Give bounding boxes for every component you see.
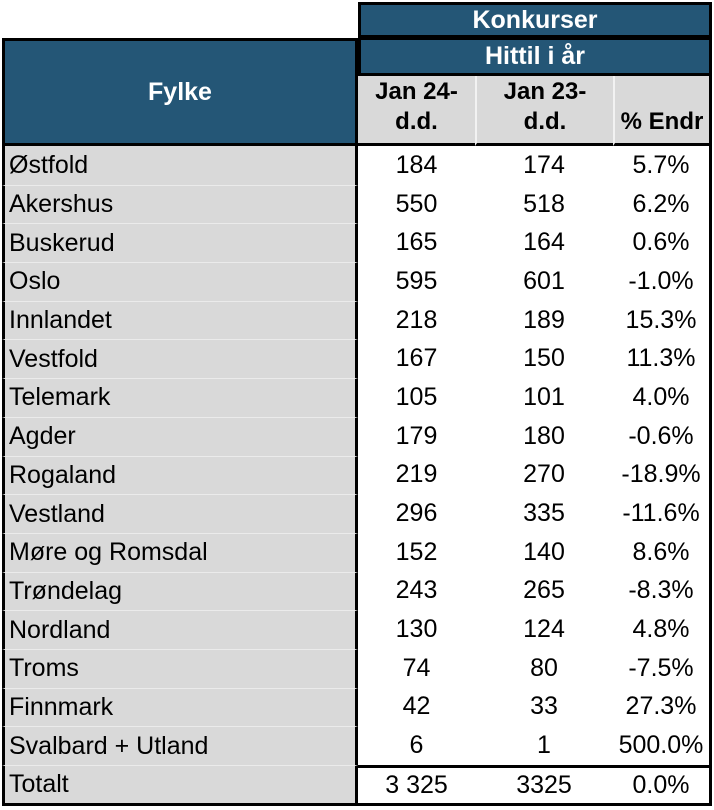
county-name: Akershus (2, 184, 358, 224)
jan23-value: 189 (475, 300, 613, 340)
total-pct-change-value: 0.0% (613, 765, 712, 806)
jan23-value: 270 (475, 455, 613, 495)
pct-change-value: 6.2% (613, 184, 712, 224)
pct-change-value: -11.6% (613, 494, 712, 533)
county-name: Buskerud (2, 223, 358, 263)
county-name: Rogaland (2, 455, 358, 495)
county-name: Vestland (2, 494, 358, 533)
jan24-value: 243 (358, 571, 475, 611)
county-name: Innlandet (2, 300, 358, 340)
pct-change-value: -1.0% (613, 262, 712, 301)
jan24-value: 595 (358, 262, 475, 301)
jan24-value: 218 (358, 300, 475, 340)
jan23-value: 174 (475, 146, 613, 185)
pct-change-value: -18.9% (613, 455, 712, 495)
county-name: Finnmark (2, 687, 358, 727)
jan23-value: 265 (475, 571, 613, 611)
county-name: Oslo (2, 262, 358, 301)
county-name: Vestfold (2, 339, 358, 379)
county-name: Svalbard + Utland (2, 726, 358, 765)
jan23-value: 518 (475, 184, 613, 224)
pct-change-value: 4.8% (613, 610, 712, 649)
column-header-fylke: Fylke (2, 38, 358, 146)
jan23-value: 150 (475, 339, 613, 379)
table-subtitle: Hittil i år (358, 38, 712, 76)
jan24-value: 42 (358, 687, 475, 727)
jan23-value: 164 (475, 223, 613, 263)
jan24-value: 105 (358, 378, 475, 417)
county-name: Nordland (2, 610, 358, 649)
jan24-value: 219 (358, 455, 475, 495)
jan23-value: 80 (475, 648, 613, 688)
jan24-value: 130 (358, 610, 475, 649)
pct-change-value: 0.6% (613, 223, 712, 263)
jan23-value: 124 (475, 610, 613, 649)
county-name: Troms (2, 648, 358, 688)
jan23-value: 101 (475, 378, 613, 417)
jan24-value: 296 (358, 494, 475, 533)
total-label: Totalt (2, 765, 358, 806)
pct-change-value: 500.0% (613, 726, 712, 765)
pct-change-value: -0.6% (613, 416, 712, 456)
pct-change-value: 27.3% (613, 687, 712, 727)
jan24-value: 152 (358, 532, 475, 572)
jan24-value: 6 (358, 726, 475, 765)
table-title: Konkurser (358, 2, 712, 38)
jan24-value: 184 (358, 146, 475, 185)
county-name: Trøndelag (2, 571, 358, 611)
total-jan24-value: 3 325 (358, 765, 475, 806)
column-header-jan23: Jan 23- d.d. (475, 76, 613, 146)
pct-change-value: 15.3% (613, 300, 712, 340)
empty-corner-cell (2, 2, 358, 38)
jan23-value: 1 (475, 726, 613, 765)
column-header-jan24: Jan 24- d.d. (358, 76, 475, 146)
jan24-value: 167 (358, 339, 475, 379)
county-name: Telemark (2, 378, 358, 417)
pct-change-value: 11.3% (613, 339, 712, 379)
pct-change-value: -8.3% (613, 571, 712, 611)
jan24-value: 74 (358, 648, 475, 688)
county-name: Møre og Romsdal (2, 532, 358, 572)
county-name: Østfold (2, 146, 358, 185)
pct-change-value: -7.5% (613, 648, 712, 688)
jan24-value: 179 (358, 416, 475, 456)
column-header-pct-endr: % Endr (613, 76, 712, 146)
jan23-value: 335 (475, 494, 613, 533)
jan23-value: 33 (475, 687, 613, 727)
jan23-value: 601 (475, 262, 613, 301)
jan24-value: 550 (358, 184, 475, 224)
pct-change-value: 8.6% (613, 532, 712, 572)
pct-change-value: 4.0% (613, 378, 712, 417)
total-jan23-value: 3325 (475, 765, 613, 806)
jan23-value: 140 (475, 532, 613, 572)
jan23-value: 180 (475, 416, 613, 456)
jan24-value: 165 (358, 223, 475, 263)
pct-change-value: 5.7% (613, 146, 712, 185)
county-name: Agder (2, 416, 358, 456)
